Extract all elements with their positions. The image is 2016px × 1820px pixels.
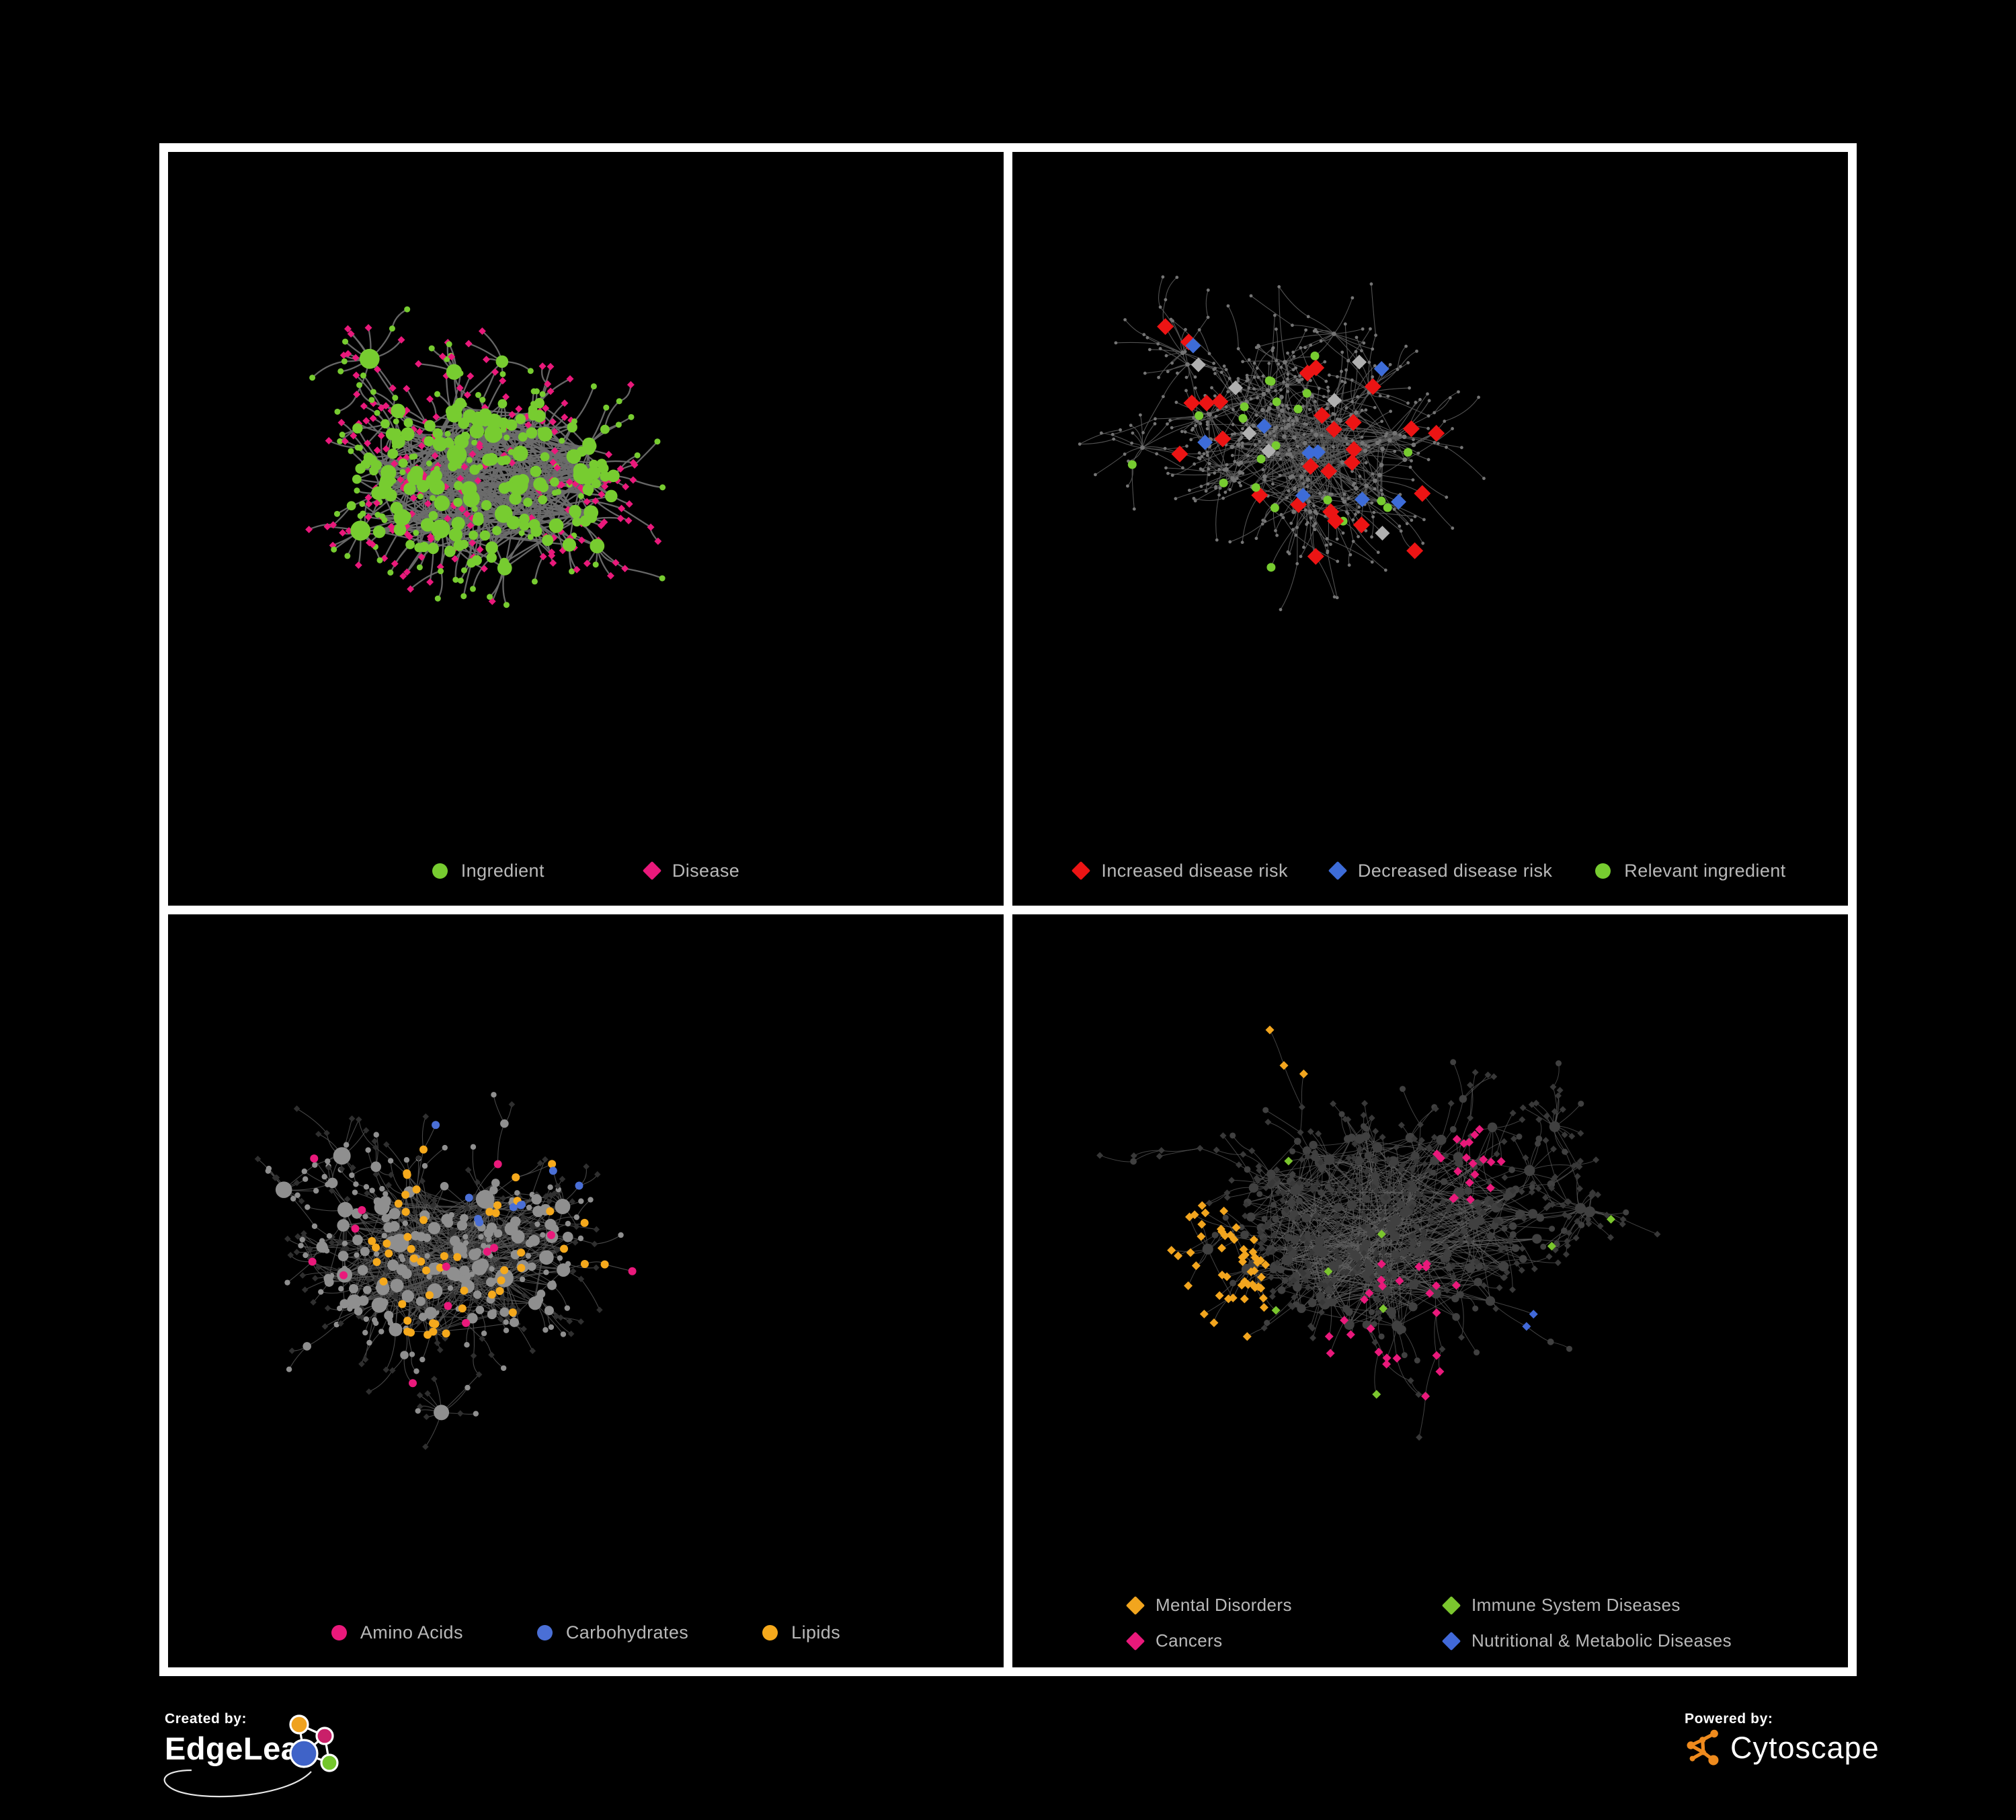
- legend-item: Mental Disorders: [1125, 1595, 1418, 1616]
- created-by-label: Created by:: [165, 1711, 247, 1727]
- legend-circle-swatch: [1595, 863, 1611, 879]
- legend-diamond-swatch: [1441, 1631, 1461, 1651]
- legend-ingredient-disease: Ingredient Disease: [168, 861, 1004, 881]
- legend-circle-swatch: [762, 1625, 778, 1640]
- legend-diamond-swatch: [642, 861, 662, 881]
- powered-by-label: Powered by:: [1685, 1711, 1773, 1727]
- legend-diamond-swatch: [1125, 1631, 1145, 1651]
- legend-circle-swatch: [331, 1625, 347, 1640]
- legend-item: Nutritional & Metabolic Diseases: [1441, 1630, 1732, 1651]
- legend-diamond-swatch: [1125, 1595, 1145, 1615]
- created-by-credit: Created by: EdgeLeap: [163, 1711, 407, 1805]
- legend-disease-categories: Mental Disorders Immune System Diseases Ca…: [1012, 1595, 1848, 1651]
- panel-ingredient-classes: Amino Acids Carbohydrates Lipids: [168, 914, 1004, 1667]
- legend-diamond-swatch: [1072, 861, 1091, 881]
- panel-disease-risk: Increased disease risk Decreased disease …: [1012, 152, 1848, 906]
- legend-label: Cancers: [1155, 1630, 1223, 1651]
- legend-circle-swatch: [432, 863, 448, 879]
- legend-label: Immune System Diseases: [1471, 1595, 1681, 1615]
- legend-label: Mental Disorders: [1155, 1595, 1292, 1615]
- legend-item: Increased disease risk: [1072, 860, 1288, 881]
- cytoscape-logo-icon: [1687, 1729, 1719, 1766]
- panels-frame: Ingredient Disease Increased disease risk…: [159, 143, 1857, 1676]
- legend-label: Relevant ingredient: [1624, 860, 1786, 881]
- panel-disease-categories: Mental Disorders Immune System Diseases Ca…: [1012, 914, 1848, 1667]
- network-graph-ingredient-classes: [254, 1091, 637, 1450]
- legend-item: Immune System Diseases: [1441, 1595, 1732, 1616]
- network-graph-disease-categories: [1096, 1025, 1661, 1441]
- legend-item: Cancers: [1125, 1630, 1418, 1651]
- legend-item: Lipids: [762, 1622, 840, 1643]
- legend-label: Nutritional & Metabolic Diseases: [1471, 1630, 1732, 1651]
- legend-item: Disease: [642, 860, 740, 881]
- edgeleap-logo-icon: [163, 1714, 339, 1798]
- legend-label: Increased disease risk: [1101, 860, 1288, 881]
- legend-label: Disease: [672, 860, 740, 881]
- cytoscape-logo-text: Cytoscape: [1730, 1731, 1880, 1765]
- powered-by-credit: Powered by: Cytoscape: [1685, 1711, 1886, 1785]
- legend-ingredient-classes: Amino Acids Carbohydrates Lipids: [168, 1622, 1004, 1643]
- legend-label: Lipids: [791, 1622, 841, 1643]
- legend-label: Carbohydrates: [565, 1622, 689, 1643]
- legend-item: Ingredient: [432, 861, 545, 881]
- legend-disease-risk: Increased disease risk Decreased disease …: [1012, 861, 1848, 881]
- legend-item: Decreased disease risk: [1328, 860, 1553, 881]
- legend-diamond-swatch: [1441, 1595, 1461, 1615]
- legend-circle-swatch: [536, 1625, 553, 1640]
- legend-label: Decreased disease risk: [1357, 860, 1553, 881]
- legend-label: Amino Acids: [360, 1622, 463, 1643]
- network-graph-disease-risk: [1078, 275, 1486, 612]
- legend-label: Ingredient: [460, 860, 545, 881]
- network-graph-ingredient-disease: [305, 306, 666, 608]
- legend-diamond-swatch: [1328, 861, 1348, 881]
- legend-item: Amino Acids: [331, 1622, 463, 1643]
- legend-item: Relevant ingredient: [1595, 861, 1785, 881]
- panel-ingredient-disease: Ingredient Disease: [168, 152, 1004, 906]
- legend-item: Carbohydrates: [536, 1622, 689, 1643]
